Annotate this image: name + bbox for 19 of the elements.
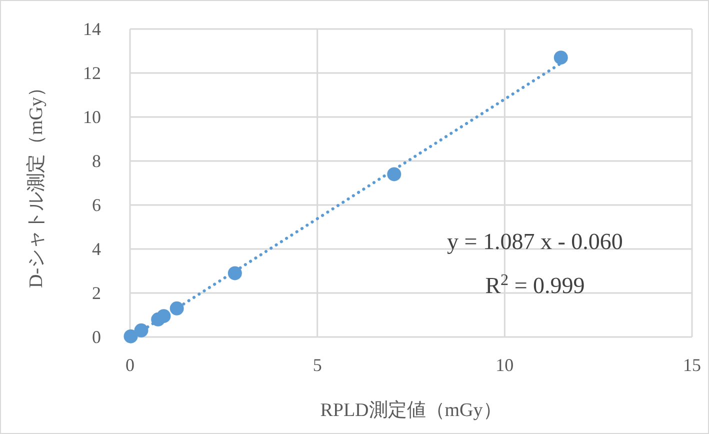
point xyxy=(554,50,568,65)
y-tick-label: 2 xyxy=(92,283,101,303)
y-tick-label: 12 xyxy=(83,63,101,83)
y-axis-title: D-シャトル測定（mGy） xyxy=(25,78,47,288)
y-tick-label: 4 xyxy=(92,239,101,259)
x-axis-title: RPLD測定値（mGy） xyxy=(320,399,502,421)
x-tick-label: 0 xyxy=(126,355,134,375)
annotation: R$^{2}$ = 0.999 xyxy=(485,272,585,298)
y-tick-label: 10 xyxy=(83,107,101,127)
x-tick-label: 10 xyxy=(496,355,514,375)
point xyxy=(387,167,402,182)
x-tick-label: 15 xyxy=(683,355,701,375)
point xyxy=(170,301,184,316)
x-tick-label: 5 xyxy=(312,355,322,375)
y-tick-label: 8 xyxy=(92,151,101,171)
y-tick-label: 6 xyxy=(92,195,101,215)
y-tick-label: 0 xyxy=(92,327,101,347)
annotation: y = 1.087 x - 0.060 xyxy=(447,229,623,254)
y-tick-label: 14 xyxy=(83,19,101,39)
